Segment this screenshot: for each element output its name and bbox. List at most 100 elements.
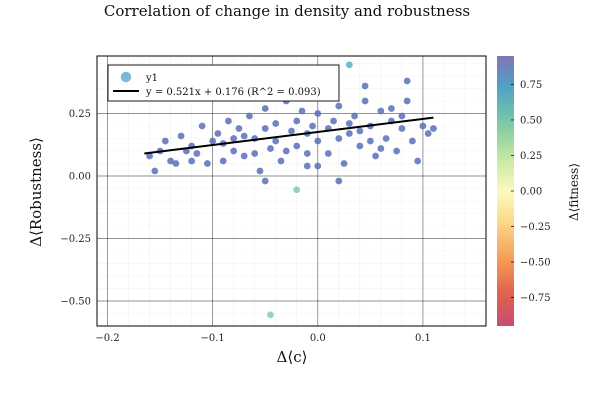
y-tick-label: −0.25 (60, 234, 91, 245)
colorbar-ticks: −0.75 −0.50 −0.25 0.00 0.25 0.50 0.75 (511, 80, 551, 304)
scatter-point (288, 127, 295, 135)
scatter-point (356, 142, 364, 150)
x-tick-label: 0.0 (310, 333, 326, 344)
scatter-point (361, 97, 369, 105)
scatter-point (345, 61, 353, 69)
y-tick-label: 0.00 (69, 172, 91, 183)
scatter-point (356, 127, 364, 135)
scatter-point (293, 186, 301, 194)
scatter-point (293, 117, 301, 125)
scatter-point (335, 135, 343, 142)
scatter-point (382, 135, 390, 142)
colorbar-gradient (497, 56, 514, 326)
scatter-point (314, 137, 322, 145)
x-axis-title: Δ⟨c⟩ (277, 348, 308, 366)
scatter-point (219, 157, 227, 165)
scatter-point (277, 157, 285, 165)
scatter-point (235, 125, 243, 132)
scatter-point (203, 160, 211, 167)
scatter-points (146, 61, 437, 319)
scatter-point (146, 152, 153, 160)
colorbar-title: Δ⟨fitness⟩ (567, 163, 581, 221)
scatter-point (403, 97, 411, 105)
scatter-point (261, 125, 269, 132)
scatter-point (267, 311, 274, 319)
scatter-point (345, 130, 353, 137)
colorbar-tick-label: −0.25 (520, 222, 551, 233)
scatter-point (272, 120, 280, 127)
scatter-point (177, 132, 185, 140)
scatter-point (230, 147, 238, 155)
colorbar-tick-label: −0.75 (520, 293, 551, 304)
scatter-point (251, 150, 259, 157)
scatter-point (167, 157, 174, 165)
scatter-point (387, 105, 395, 112)
scatter-point (303, 150, 311, 157)
chart-title: Correlation of change in density and rob… (104, 2, 470, 20)
legend-label-fit: y = 0.521x + 0.176 (R^2 = 0.093) (145, 87, 321, 98)
scatter-point (419, 122, 427, 130)
scatter-point (377, 107, 385, 115)
y-axis-ticks: −0.50 −0.25 0.00 0.25 (60, 109, 91, 308)
scatter-point (261, 177, 269, 185)
scatter-point (393, 147, 401, 155)
colorbar-tick-label: 0.75 (520, 80, 542, 91)
scatter-point (272, 137, 280, 145)
scatter-point (351, 112, 358, 120)
scatter-point (246, 112, 253, 120)
scatter-point (188, 157, 196, 165)
x-tick-label: −0.2 (95, 333, 119, 344)
scatter-point (430, 125, 437, 132)
scatter-point (314, 110, 322, 117)
scatter-point (209, 137, 217, 145)
scatter-point (366, 137, 374, 145)
scatter-point (225, 117, 232, 125)
scatter-point (324, 150, 332, 157)
colorbar-tick-label: 0.00 (520, 187, 542, 198)
scatter-point (293, 142, 301, 150)
scatter-point (161, 137, 169, 145)
y-tick-label: −0.50 (60, 297, 91, 308)
scatter-point (240, 132, 248, 140)
scatter-point (424, 130, 432, 137)
scatter-point (151, 167, 159, 175)
x-tick-label: −0.1 (201, 333, 225, 344)
scatter-point (409, 137, 416, 145)
scatter-point (414, 157, 422, 165)
scatter-point (361, 82, 369, 90)
scatter-point (193, 150, 201, 157)
scatter-point (214, 130, 222, 137)
scatter-point (230, 135, 238, 142)
legend-box (107, 64, 340, 102)
scatter-point (398, 125, 406, 132)
scatter-point (314, 162, 322, 170)
scatter-point (335, 177, 343, 185)
scatter-point (298, 107, 306, 115)
scatter-point (261, 105, 269, 112)
scatter-point (340, 160, 348, 167)
legend: y1 y = 0.521x + 0.176 (R^2 = 0.093) (107, 64, 340, 102)
scatter-point (330, 117, 337, 125)
colorbar-tick-label: −0.50 (520, 258, 551, 269)
scatter-point (309, 122, 316, 130)
x-tick-label: 0.1 (415, 333, 431, 344)
x-axis-ticks: −0.2 −0.1 0.0 0.1 (95, 333, 431, 344)
scatter-point (372, 152, 380, 160)
fit-line (144, 116, 434, 155)
colorbar: −0.75 −0.50 −0.25 0.00 0.25 0.50 0.75 Δ⟨fitnes… (497, 56, 581, 326)
scatter-point (172, 160, 180, 167)
y-tick-label: 0.25 (69, 109, 91, 120)
legend-label-y1: y1 (145, 73, 158, 84)
y-axis-title: Δ⟨Robustness⟩ (27, 137, 45, 247)
plot-frame (96, 55, 487, 327)
colorbar-tick-label: 0.50 (520, 115, 542, 126)
scatter-point (267, 145, 274, 152)
colorbar-tick-label: 0.25 (520, 151, 542, 162)
scatter-point (240, 152, 248, 160)
scatter-point (256, 167, 264, 175)
scatter-point (303, 162, 311, 170)
scatter-point (398, 112, 406, 120)
scatter-point (377, 145, 385, 152)
legend-scatter-marker (120, 71, 132, 83)
